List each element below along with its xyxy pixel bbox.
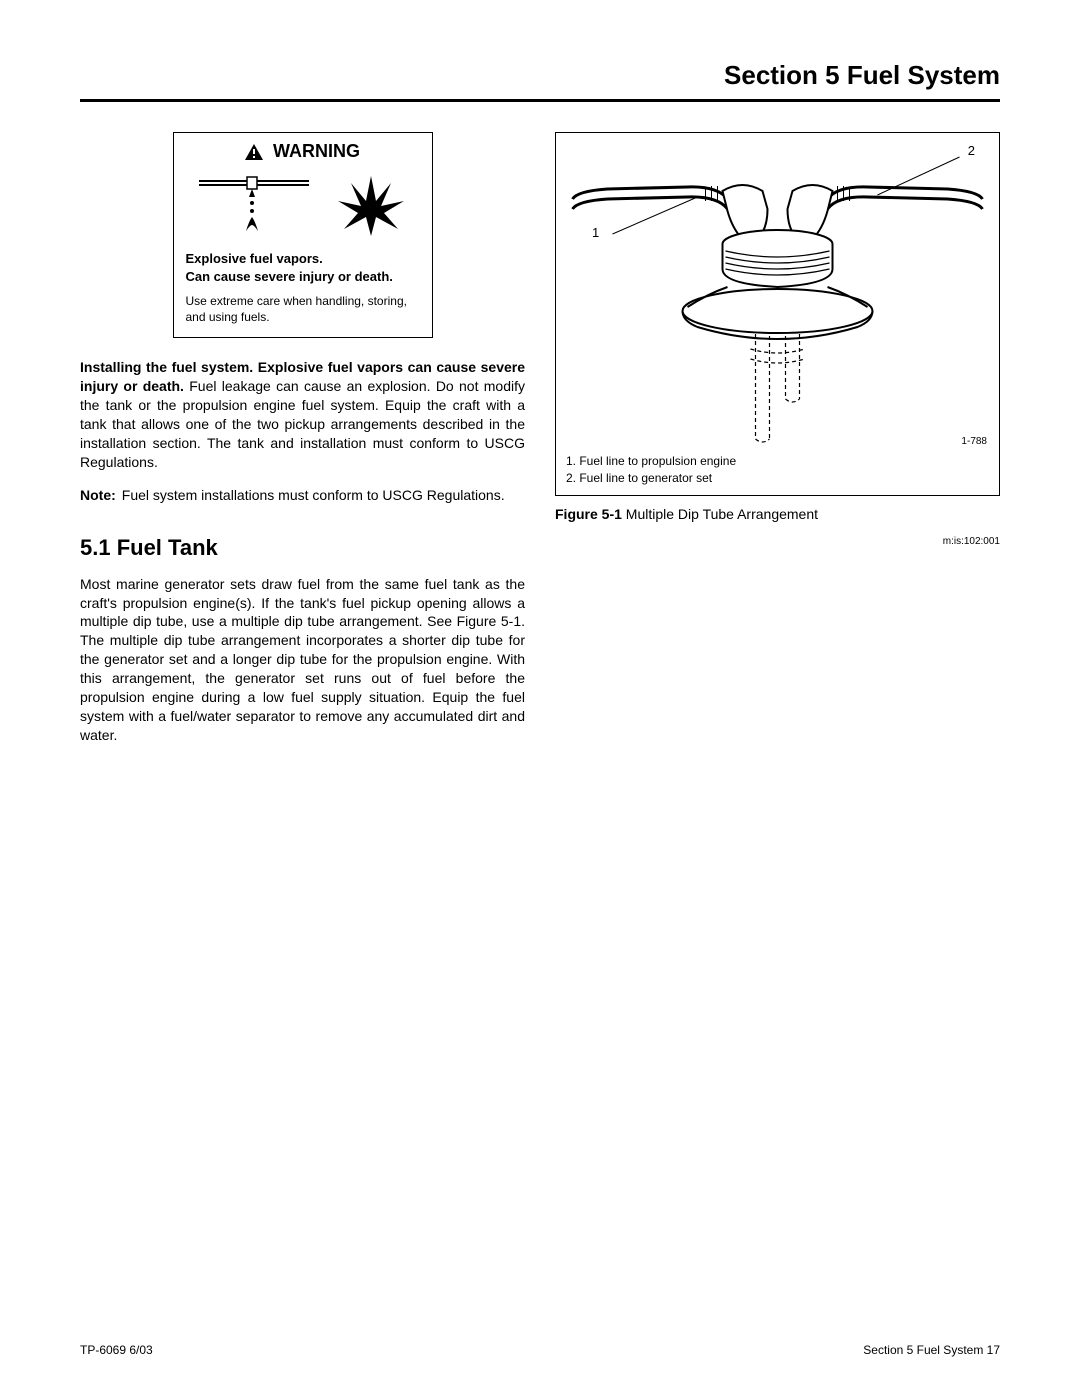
install-paragraph: Installing the fuel system. Explosive fu… bbox=[80, 358, 525, 471]
figure-callout-2: 2 bbox=[968, 143, 975, 158]
warning-box: WARNING bbox=[173, 132, 433, 338]
warning-title-row: WARNING bbox=[186, 141, 420, 162]
figure-box: 1 2 1-788 1. Fuel line to propulsion eng… bbox=[555, 132, 1000, 496]
note-label: Note: bbox=[80, 486, 122, 505]
left-column: WARNING bbox=[80, 132, 525, 759]
figure-callout-1: 1 bbox=[592, 225, 599, 240]
note-row: Note: Fuel system installations must con… bbox=[80, 486, 525, 505]
explosion-icon bbox=[336, 171, 406, 239]
warning-body-text: Use extreme care when handling, storing,… bbox=[186, 293, 420, 325]
figure-legend: 1. Fuel line to propulsion engine 2. Fue… bbox=[562, 449, 993, 489]
figure-caption: Figure 5-1 Multiple Dip Tube Arrangement bbox=[555, 506, 1000, 522]
dip-tube-illustration-icon bbox=[562, 139, 993, 449]
figure-legend-item-1: 1. Fuel line to propulsion engine bbox=[566, 453, 989, 470]
footer-left: TP-6069 6/03 bbox=[80, 1343, 153, 1357]
warning-triangle-icon bbox=[245, 144, 263, 160]
figure-illustration: 1 2 1-788 bbox=[562, 139, 993, 449]
warning-bold-text: Explosive fuel vapors. Can cause severe … bbox=[186, 250, 420, 285]
section-header: Section 5 Fuel System bbox=[80, 60, 1000, 102]
right-column: 1 2 1-788 1. Fuel line to propulsion eng… bbox=[555, 132, 1000, 759]
figure-ref-number: 1-788 bbox=[961, 436, 987, 447]
footer-right: Section 5 Fuel System 17 bbox=[863, 1343, 1000, 1357]
mis-code: m:is:102:001 bbox=[555, 536, 1000, 547]
warning-title: WARNING bbox=[273, 141, 360, 162]
page-footer: TP-6069 6/03 Section 5 Fuel System 17 bbox=[80, 1343, 1000, 1357]
subheading-fuel-tank: 5.1 Fuel Tank bbox=[80, 535, 525, 561]
figure-legend-item-2: 2. Fuel line to generator set bbox=[566, 470, 989, 487]
figure-caption-label: Figure 5-1 bbox=[555, 506, 622, 522]
warning-bold-line1: Explosive fuel vapors. bbox=[186, 251, 323, 266]
note-text: Fuel system installations must conform t… bbox=[122, 486, 505, 505]
fuel-drip-flame-icon bbox=[199, 171, 309, 239]
fuel-tank-paragraph: Most marine generator sets draw fuel fro… bbox=[80, 575, 525, 745]
figure-caption-text: Multiple Dip Tube Arrangement bbox=[622, 506, 818, 522]
warning-bold-line2: Can cause severe injury or death. bbox=[186, 269, 393, 284]
two-column-layout: WARNING bbox=[80, 132, 1000, 759]
warning-icons-row bbox=[186, 170, 420, 240]
